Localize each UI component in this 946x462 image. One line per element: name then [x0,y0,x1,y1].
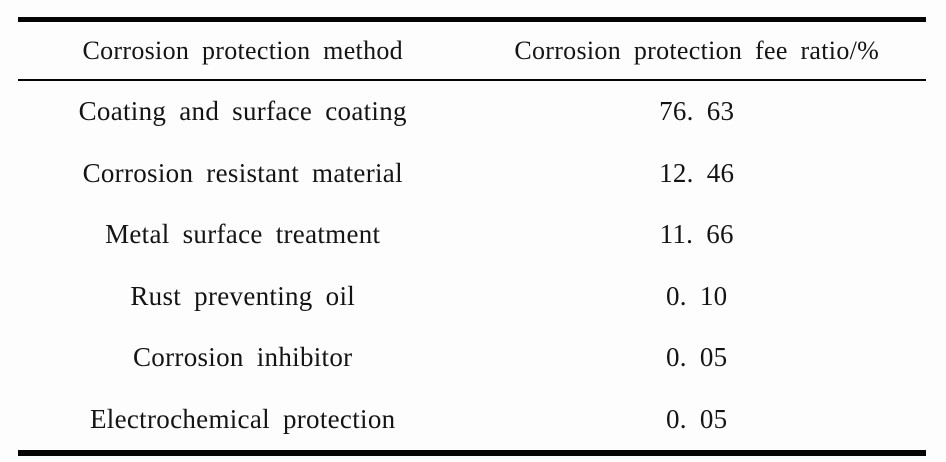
table-row: Rust preventing oil 0. 10 [18,266,926,328]
ratio-cell: 76. 63 [659,96,735,127]
ratio-cell: 0. 05 [665,403,728,434]
method-cell: Rust preventing oil [130,280,356,311]
table-header-row: Corrosion protection method Corrosion pr… [18,22,926,81]
column-header-method: Corrosion protection method [82,35,403,65]
ratio-cell: 12. 46 [659,157,735,188]
method-cell: Corrosion resistant material [82,157,403,188]
ratio-cell: 11. 66 [659,219,734,250]
method-cell: Corrosion inhibitor [133,342,353,373]
ratio-cell: 0. 05 [665,342,728,373]
method-cell: Electrochemical protection [90,403,396,434]
corrosion-protection-table: Corrosion protection method Corrosion pr… [18,17,926,456]
method-cell: Coating and surface coating [78,96,407,127]
column-header-fee-ratio: Corrosion protection fee ratio/% [514,35,880,65]
method-cell: Metal surface treatment [105,219,381,250]
table-row: Corrosion inhibitor 0. 05 [18,327,926,389]
table-row: Metal surface treatment 11. 66 [18,204,926,266]
ratio-cell: 0. 10 [665,280,728,311]
table-row: Corrosion resistant material 12. 46 [18,143,926,205]
table-row: Coating and surface coating 76. 63 [18,81,926,143]
table-row: Electrochemical protection 0. 05 [18,389,926,451]
